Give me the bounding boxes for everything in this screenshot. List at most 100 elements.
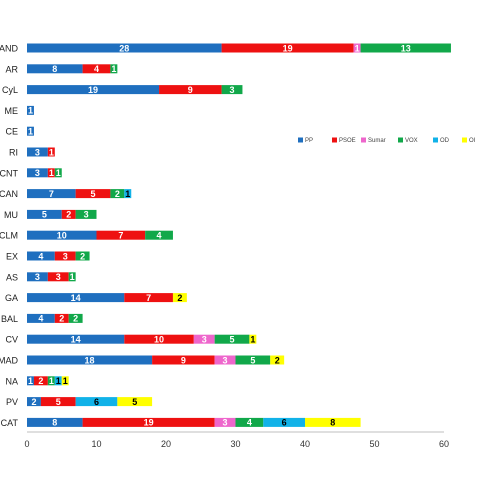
data-label-mu-vox: 3 [84,210,89,220]
data-label-mu-pp: 5 [42,210,47,220]
data-label-bal-psoe: 2 [59,314,64,324]
data-label-ga-pp: 14 [71,293,81,303]
data-label-cat-vox: 4 [247,418,252,428]
bar-na-vox [47,376,55,386]
data-label-ga-oi: 2 [177,293,182,303]
bar-pv-psoe [40,397,76,407]
data-label-na-oi: 1 [63,376,68,386]
data-label-pv-oi: 5 [132,397,137,407]
data-label-cyl-vox: 3 [230,85,235,95]
bar-and-sumar [353,43,361,53]
data-label-as-psoe: 3 [56,272,61,282]
bar-cyl-pp [27,85,160,95]
bar-bal-pp [27,313,55,323]
data-label-and-vox: 13 [401,43,411,53]
data-label-can-od: 1 [125,189,130,199]
data-label-ar-pp: 8 [52,64,57,74]
data-label-ex-pp: 4 [38,251,43,261]
data-label-ga-psoe: 7 [146,293,151,303]
data-label-ce-pp: 1 [28,127,33,137]
bar-can-psoe [75,189,111,199]
data-label-cat-pp: 8 [52,418,57,428]
legend-swatch-pp [298,137,303,143]
bar-cat-oi [305,417,361,427]
legend-label-sumar: Sumar [368,138,386,144]
data-label-ar-psoe: 4 [94,64,99,74]
bar-as-pp [27,272,48,282]
bar-clm-psoe [96,230,146,240]
category-label-me: ME [5,106,19,116]
data-label-na-vox: 1 [49,376,54,386]
data-label-mu-psoe: 2 [66,210,71,220]
bar-clm-vox [145,230,173,240]
bar-ce-pp [27,126,34,136]
data-label-pv-psoe: 5 [56,397,61,407]
bar-ar-pp [27,64,83,74]
bar-can-od [124,189,132,199]
data-label-cyl-psoe: 9 [188,85,193,95]
data-label-ex-psoe: 3 [63,251,68,261]
data-label-pv-pp: 2 [31,397,36,407]
data-label-mad-oi: 2 [275,355,280,365]
category-label-ex: EX [6,252,18,262]
bar-as-psoe [47,272,69,282]
data-label-bal-vox: 2 [73,314,78,324]
bar-clm-pp [27,230,97,240]
data-label-clm-pp: 10 [57,231,67,241]
bar-ri-psoe [47,147,55,157]
data-label-cnt-pp: 3 [35,168,40,178]
category-label-cv: CV [5,335,18,345]
data-label-and-pp: 28 [119,43,129,53]
bar-mad-psoe [152,355,215,365]
data-label-and-psoe: 19 [283,43,293,53]
data-label-ex-vox: 2 [80,251,85,261]
data-label-cv-sumar: 3 [202,335,207,345]
data-label-ar-vox: 1 [111,64,116,74]
data-label-cat-oi: 8 [330,418,335,428]
bar-mu-vox [75,209,97,219]
category-label-pv: PV [6,397,18,407]
data-label-cnt-psoe: 1 [49,168,54,178]
bar-cv-psoe [124,334,194,344]
bar-cnt-pp [27,168,48,178]
legend-label-pp: PP [305,138,313,144]
x-tick-label-0: 0 [24,439,29,449]
bar-cv-pp [27,334,125,344]
category-label-as: AS [6,272,18,282]
bar-pv-pp [27,397,41,407]
data-label-mad-sumar: 3 [223,355,228,365]
bar-na-pp [27,376,34,386]
data-label-as-vox: 1 [70,272,75,282]
bar-ex-psoe [54,251,76,261]
bar-na-psoe [33,376,48,386]
bar-cv-vox [214,334,250,344]
legend-label-od: OD [440,138,450,144]
bar-and-psoe [221,43,354,53]
data-label-na-psoe: 2 [38,376,43,386]
data-label-ri-pp: 3 [35,147,40,157]
category-label-ce: CE [5,127,18,137]
data-label-can-vox: 2 [115,189,120,199]
x-tick-labels: 0 10 20 30 40 50 60 [24,439,449,449]
bar-mad-pp [27,355,153,365]
data-label-ri-psoe: 1 [49,147,54,157]
bar-ga-oi [172,293,187,303]
category-label-bal: BAL [1,314,18,324]
legend-swatch-vox [398,137,403,143]
bar-ar-psoe [82,64,111,74]
bar-ex-vox [75,251,90,261]
x-tick-label-3: 30 [230,439,240,449]
category-label-ga: GA [5,293,18,303]
data-label-cyl-pp: 19 [88,85,98,95]
data-label-na-od: 1 [56,376,61,386]
legend: PP PSOE Sumar VOX OD OI [298,137,476,144]
legend-swatch-oi [462,137,467,143]
bar-na-oi [61,376,69,386]
category-label-ri: RI [9,148,18,158]
category-labels: AND AR CyL ME CE RI CNT CAN MU CLM EX AS GA BAL CV MAD N… [0,44,19,428]
data-label-clm-vox: 4 [157,231,162,241]
bar-cyl-vox [221,85,243,95]
legend-label-vox: VOX [405,138,418,144]
category-label-clm: CLM [0,231,18,241]
